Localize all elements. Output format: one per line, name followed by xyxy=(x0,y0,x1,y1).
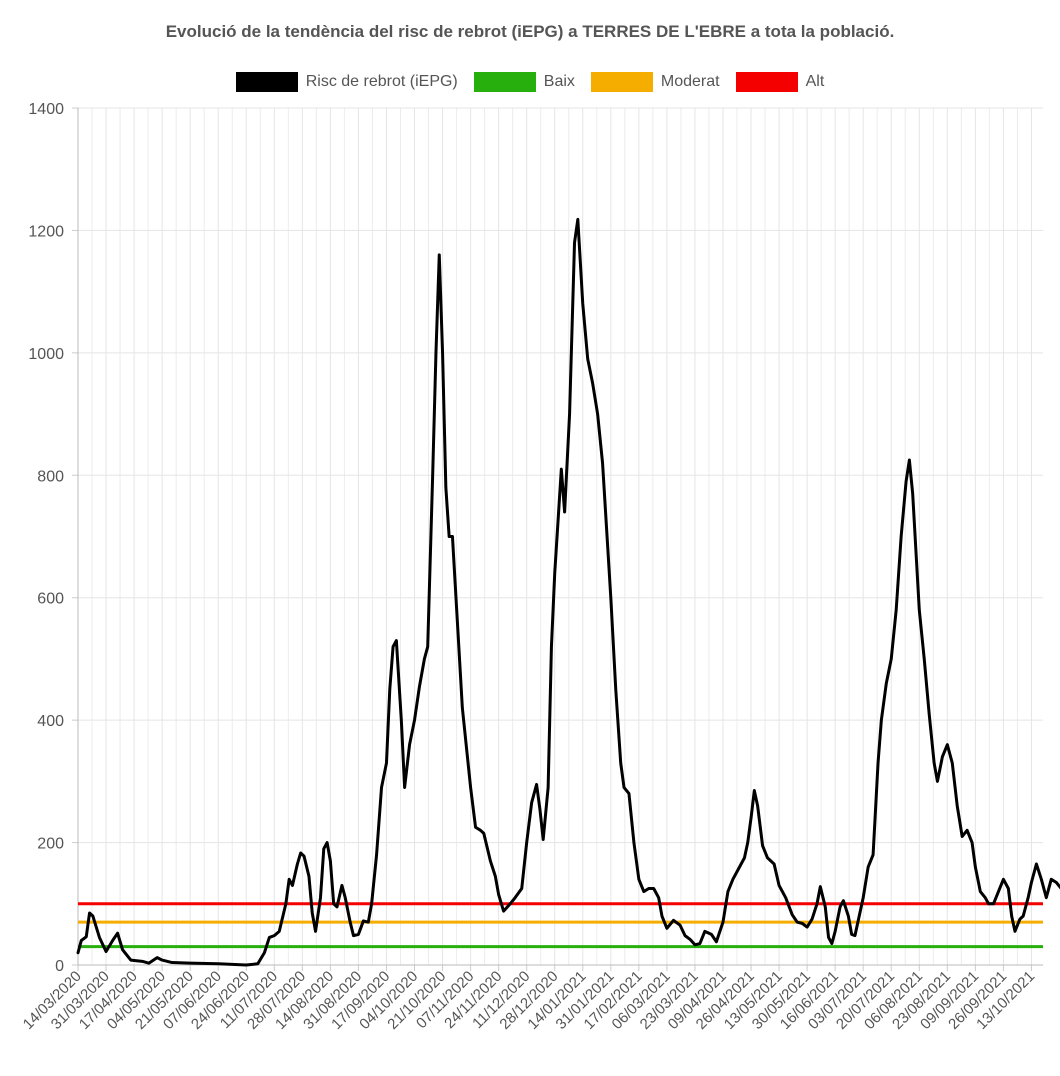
legend-item-baix[interactable]: Baix xyxy=(473,72,575,92)
y-tick-label: 1000 xyxy=(28,346,64,363)
y-tick-label: 0 xyxy=(55,958,64,975)
chart-title: Evolució de la tendència del risc de reb… xyxy=(165,22,895,41)
legend-label-baix: Baix xyxy=(543,73,575,90)
y-tick-label: 200 xyxy=(37,836,64,853)
y-tick-label: 800 xyxy=(37,468,64,485)
legend-swatch-iepg xyxy=(235,72,298,92)
legend-item-alt[interactable]: Alt xyxy=(735,72,825,92)
y-tick-label: 1200 xyxy=(28,223,64,240)
legend-swatch-baix xyxy=(473,72,536,92)
legend-label-iepg: Risc de rebrot (iEPG) xyxy=(305,73,458,90)
y-tick-label: 1400 xyxy=(28,101,64,118)
chart-legend: Risc de rebrot (iEPG) Baix Moderat Alt xyxy=(0,72,1060,92)
iepg-series-line xyxy=(76,217,1060,967)
legend-label-moderat: Moderat xyxy=(660,73,720,90)
legend-item-moderat[interactable]: Moderat xyxy=(590,72,720,92)
legend-swatch-alt xyxy=(735,72,798,92)
y-tick-label: 600 xyxy=(37,591,64,608)
legend-label-alt: Alt xyxy=(805,73,825,90)
legend-swatch-moderat xyxy=(590,72,653,92)
y-tick-label: 400 xyxy=(37,713,64,730)
legend-item-iepg[interactable]: Risc de rebrot (iEPG) xyxy=(235,72,458,92)
